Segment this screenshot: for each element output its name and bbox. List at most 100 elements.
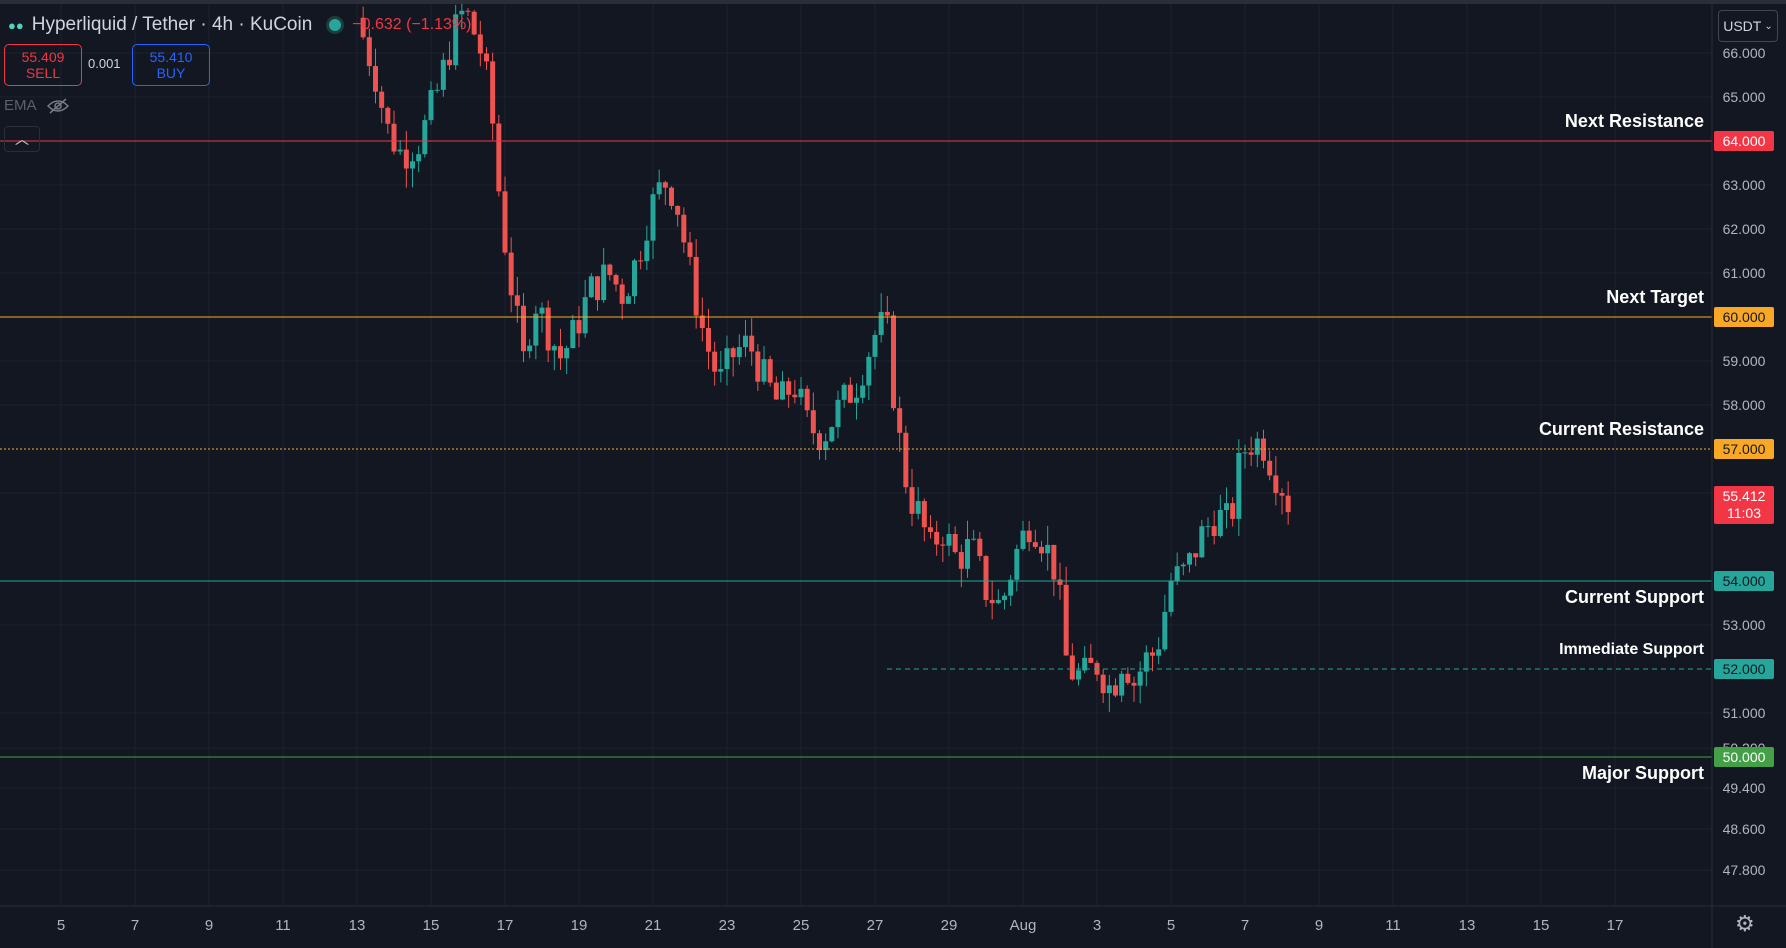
x-tick-label: Aug [1010,917,1037,934]
candle-body [854,397,859,403]
collapse-legend-button[interactable]: ︿ [4,126,40,152]
candle-body [1113,685,1118,696]
y-tick-label: 63.000 [1723,177,1766,193]
candle-body [730,348,736,358]
x-tick-label: 23 [719,917,736,934]
price-level-lines [0,140,1712,758]
candle-body [601,264,607,301]
candle-body [558,346,563,359]
y-tick-label: 47.800 [1723,862,1766,878]
chevron-up-icon: ︿ [15,131,29,147]
level-price-tag: 52.000 [1714,659,1774,679]
candle-body [551,346,557,351]
candle-body [508,252,514,296]
sell-button[interactable]: 55.409 SELL [4,44,82,86]
spread-value: 0.001 [88,56,121,71]
candle-body [965,539,970,569]
candle-body [897,408,903,433]
candle-body [884,311,890,316]
candle-body [878,311,884,335]
candle-body [1057,579,1063,585]
candle-body [465,10,471,12]
x-tick-label: 3 [1093,917,1101,934]
x-tick-label: 11 [1385,917,1401,934]
candle-body [650,194,656,241]
y-tick-label: 49.400 [1723,780,1766,796]
last-price: 55.412 [1722,488,1766,504]
candle-body [440,59,446,90]
buy-button[interactable]: 55.410 BUY [132,44,210,86]
candle-body [453,14,459,66]
candle-body [1125,673,1131,683]
candle-body [1063,584,1069,656]
candle-body [872,334,878,357]
last-price-tag: 55.412 11:03 [1714,486,1774,524]
candle-body [749,335,755,352]
candle-body [1082,657,1088,671]
candle-body [379,91,385,108]
level-label: Immediate Support [1559,641,1704,658]
eye-hidden-icon[interactable] [46,97,69,114]
candle-body [595,276,600,301]
candle-body [1131,682,1137,686]
candle-body [447,59,452,66]
candle-body [681,214,687,243]
x-tick-label: 25 [793,917,810,934]
candle-body [903,432,909,488]
indicator-row[interactable]: EMA [4,97,69,114]
candle-body [514,295,520,306]
candle-body [983,556,989,600]
candle-body [619,284,625,304]
x-tick-label: 27 [867,917,884,934]
candle-body [823,441,829,451]
x-tick-label: 9 [205,917,213,934]
currency-selector[interactable]: USDT ⌄ [1718,10,1778,42]
candle-body [1254,438,1260,455]
candle-body [422,120,428,155]
level-price-tag: 64.000 [1714,131,1774,151]
candle-body [1174,566,1180,582]
x-tick-label: 5 [57,917,65,934]
candle-body [792,394,798,398]
level-price-tag: 57.000 [1714,439,1774,459]
candle-body [1261,438,1266,461]
sell-price: 55.409 [21,49,65,65]
candle-body [490,61,496,124]
x-tick-label: 7 [131,917,139,934]
candle-body [687,242,693,257]
candle-body [1279,493,1285,496]
y-tick-label: 48.600 [1723,821,1766,837]
candle-body [1088,657,1094,663]
y-tick-label: 58.000 [1723,397,1766,413]
symbol-title[interactable]: Hyperliquid / Tether · 4h · KuCoin [31,14,313,35]
candle-body [1076,670,1081,680]
candle-body [662,182,668,188]
gear-icon[interactable]: ⚙ [1735,911,1755,936]
candle-body [385,107,391,124]
candle-body [835,399,841,428]
level-label: Next Resistance [1564,111,1704,131]
candle-body [1248,452,1254,455]
y-tick-label: 62.000 [1723,221,1766,237]
candlestick-series [360,2,1291,712]
level-price-tag: 50.000 [1714,747,1774,767]
candle-body [1199,526,1205,558]
candle-body [1180,564,1186,567]
candle-body [416,154,422,162]
candle-body [724,348,730,370]
candle-body [946,533,952,546]
candle-body [736,347,742,358]
candle-body [921,501,927,528]
candle-body [1285,495,1291,513]
chart-grid [0,0,1712,906]
candle-body [1032,542,1038,547]
candle-body [1137,671,1143,686]
candle-body [434,89,440,91]
level-label: Current Resistance [1538,419,1704,439]
level-label: Major Support [1582,763,1704,783]
candle-body [1002,595,1007,600]
candle-body [952,533,958,553]
level-price-tag: 54.000 [1714,571,1774,591]
